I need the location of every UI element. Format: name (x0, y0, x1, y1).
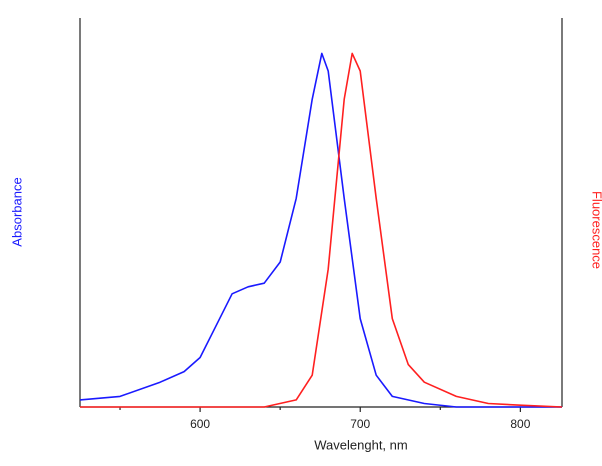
y-axis-label: Absorbance (9, 177, 24, 246)
y2-axis-label: Fluorescence (590, 191, 602, 269)
x-axis-label: Wavelenght, nm (314, 437, 407, 452)
x-tick-label: 700 (350, 417, 370, 431)
x-tick-label: 800 (510, 417, 530, 431)
x-tick-label: 600 (190, 417, 210, 431)
spectrum-line (80, 52, 563, 408)
spectrum-line (79, 52, 562, 408)
